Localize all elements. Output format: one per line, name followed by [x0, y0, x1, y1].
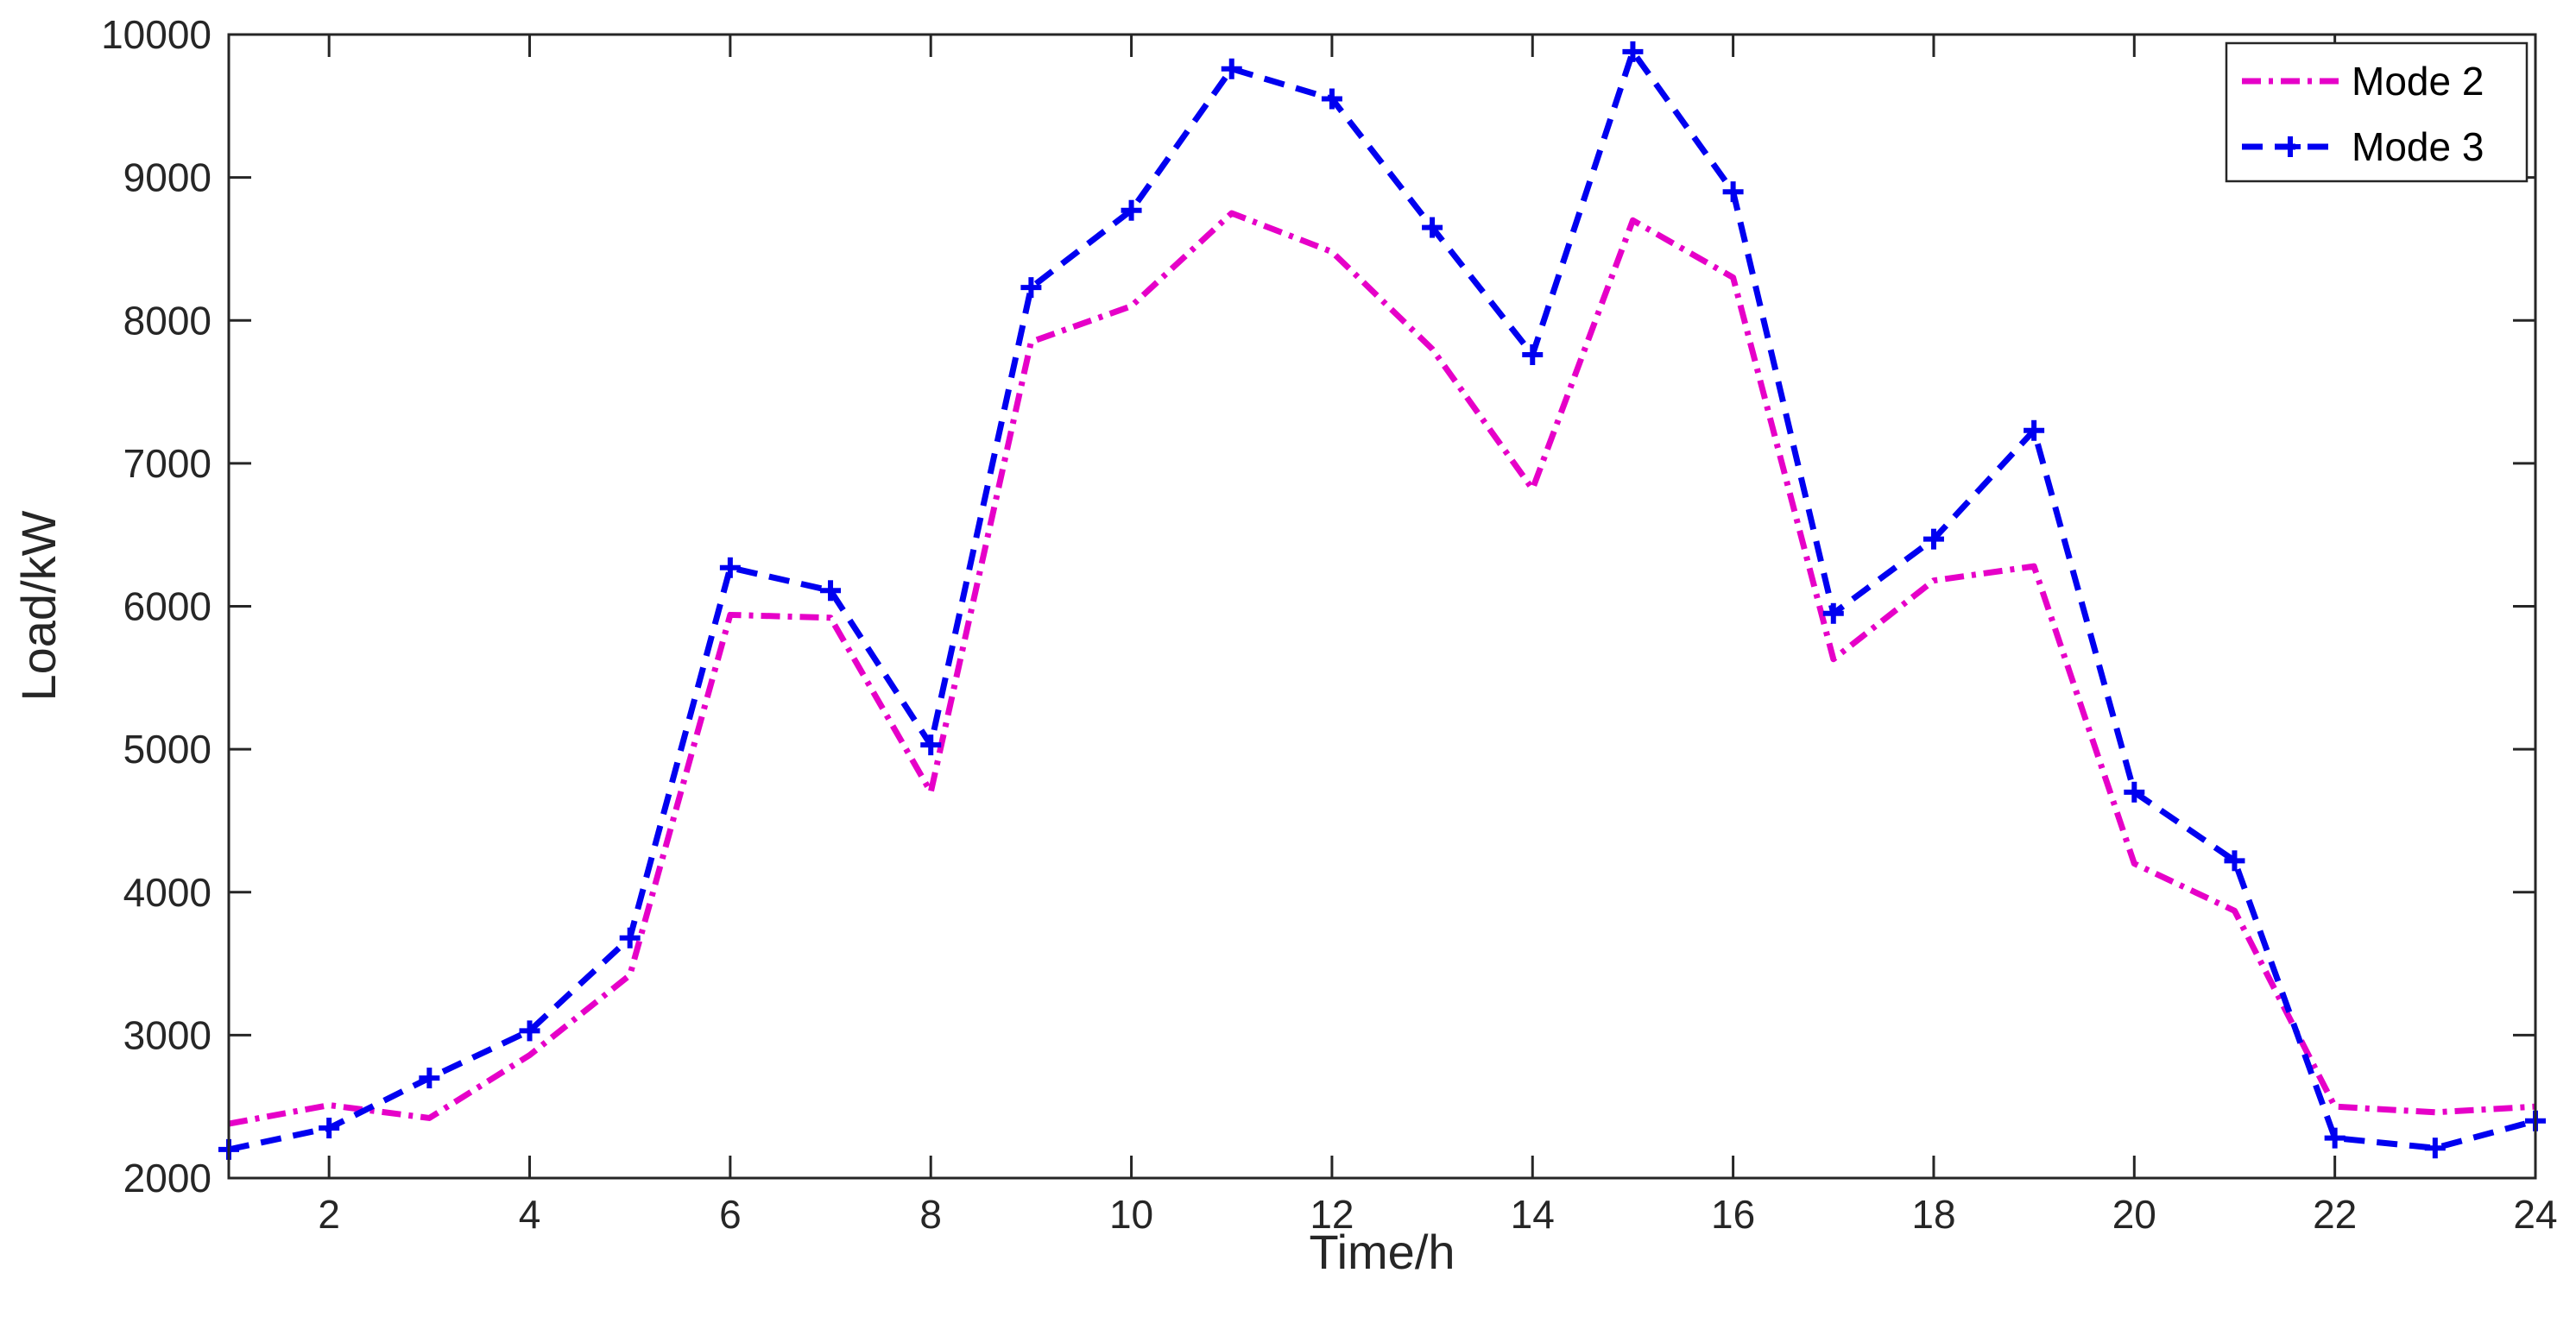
y-tick-label: 9000 — [123, 155, 212, 200]
legend-label: Mode 3 — [2352, 124, 2484, 169]
x-tick-label: 22 — [2313, 1192, 2357, 1237]
data-point — [2224, 850, 2245, 872]
data-point — [1422, 217, 1443, 238]
series-layer — [218, 41, 2546, 1160]
data-point — [2424, 1137, 2446, 1159]
plot-area-frame — [227, 33, 2537, 1180]
tick-layer: 2 4 6 8 10 12 14 16 18 20 22 2420003000400050006000… — [101, 12, 2558, 1237]
data-point — [2124, 781, 2145, 803]
y-axis-title: Load/kW — [11, 510, 66, 701]
data-point — [1321, 88, 1342, 110]
legend-label: Mode 2 — [2352, 59, 2484, 104]
y-tick-label: 6000 — [123, 584, 212, 629]
series-mode-3 — [218, 41, 2546, 1160]
x-tick-label: 8 — [919, 1192, 942, 1237]
data-point — [1923, 528, 1944, 550]
series-line — [228, 48, 2536, 1153]
series-mode-2 — [228, 210, 2536, 1127]
x-tick-label: 4 — [519, 1192, 541, 1237]
data-point — [820, 580, 842, 602]
data-point — [920, 734, 942, 756]
data-point — [1522, 344, 1544, 365]
x-tick-label: 12 — [1310, 1192, 1354, 1237]
data-point — [719, 557, 741, 578]
y-tick-label: 7000 — [123, 441, 212, 486]
legend-entry: Mode 3 — [2242, 124, 2484, 169]
data-point — [1622, 41, 1644, 62]
x-tick-label: 2 — [318, 1192, 340, 1237]
legend-box — [2225, 41, 2529, 183]
data-point — [1020, 277, 1042, 299]
data-point — [1121, 199, 1142, 221]
data-point — [1722, 181, 1744, 203]
x-tick-label: 14 — [1511, 1192, 1555, 1237]
y-tick-label: 5000 — [123, 727, 212, 772]
series-line — [228, 210, 2536, 1127]
y-tick-label: 2000 — [123, 1156, 212, 1201]
data-point — [2024, 419, 2045, 441]
x-tick-label: 18 — [1911, 1192, 1955, 1237]
data-point — [2324, 1127, 2346, 1149]
data-point — [1822, 602, 1844, 624]
data-point — [619, 927, 641, 948]
y-tick-label: 4000 — [123, 870, 212, 915]
x-tick-label: 10 — [1109, 1192, 1153, 1237]
plot-area-background — [229, 35, 2535, 1178]
x-tick-label: 16 — [1711, 1192, 1755, 1237]
data-point — [319, 1118, 340, 1139]
y-tick-label: 3000 — [123, 1012, 212, 1057]
data-point — [1221, 58, 1242, 79]
data-point — [419, 1068, 440, 1089]
x-axis-title: Time/h — [1309, 1225, 1455, 1279]
legend-entry: Mode 2 — [2242, 59, 2484, 104]
y-tick-label: 8000 — [123, 298, 212, 343]
x-tick-label: 20 — [2112, 1192, 2156, 1237]
x-tick-label: 6 — [719, 1192, 742, 1237]
data-point — [519, 1020, 540, 1042]
legend: Mode 2 Mode 3 — [2225, 41, 2529, 183]
y-tick-label: 10000 — [101, 12, 212, 57]
x-tick-label: 24 — [2513, 1192, 2557, 1237]
